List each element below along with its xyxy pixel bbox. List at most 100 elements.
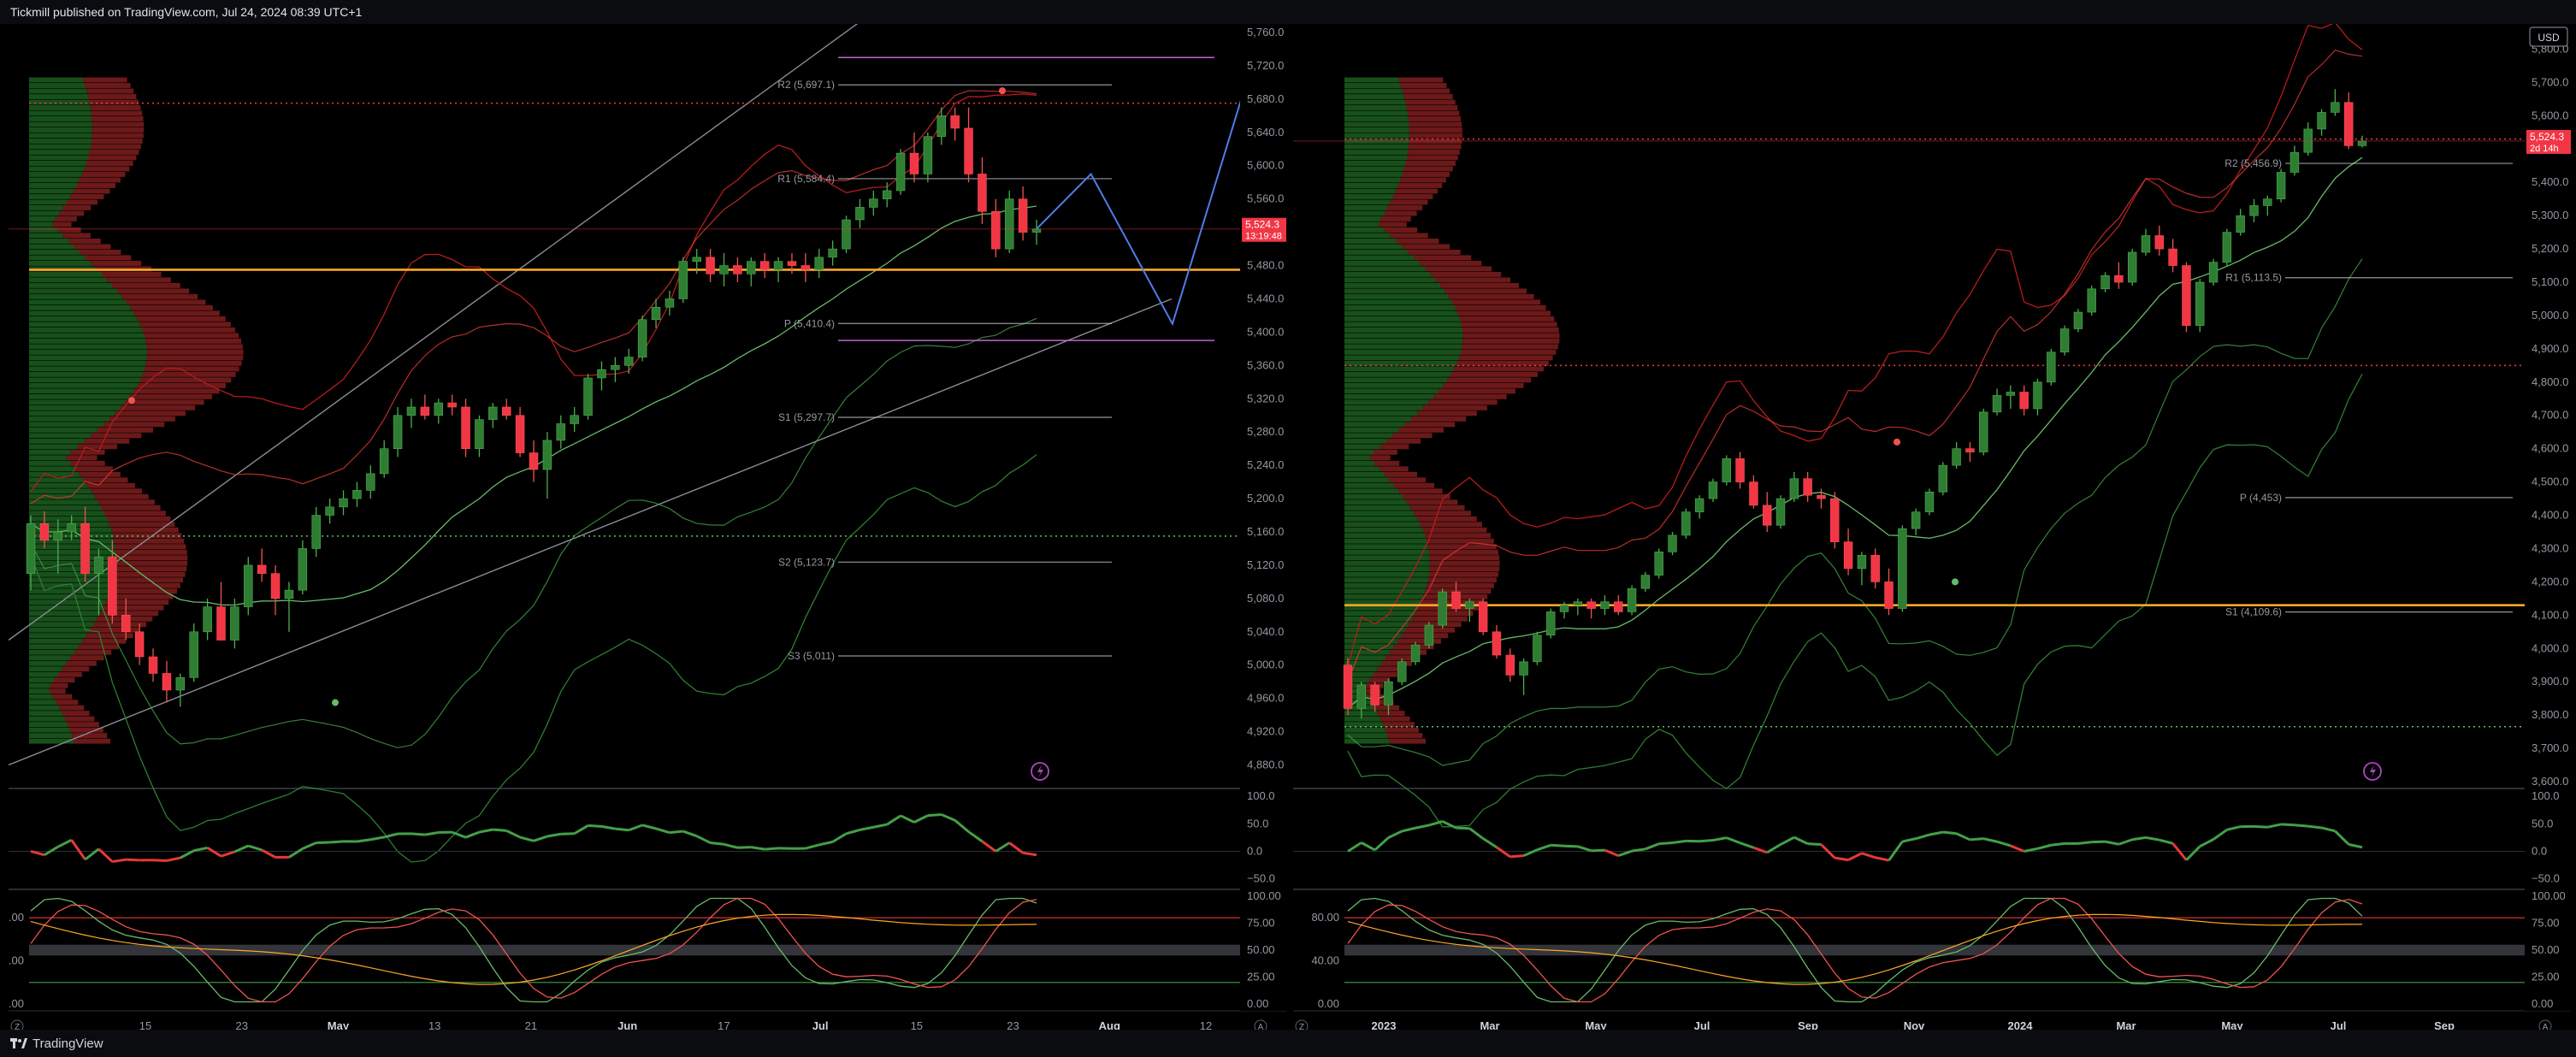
candle-body [339, 498, 348, 508]
left-chart-svg[interactable]: R2 (5,697.1) R1 (5,584.4) P (5,410.4) S1 (5… [0, 15, 1286, 1033]
volume-profile-bar [1344, 427, 1399, 433]
volume-profile-bar [1384, 227, 1418, 233]
volume-profile-bar [87, 482, 135, 488]
volume-profile-bar [1389, 477, 1427, 483]
volume-profile-bar [1414, 255, 1472, 261]
volume-profile-bar [29, 88, 87, 94]
candle-body [570, 415, 579, 424]
momentum-line-segment [669, 830, 683, 835]
price-tick-label: 5,440.0 [1247, 292, 1284, 304]
volume-profile-bar [29, 355, 147, 361]
volume-profile-bar [1344, 627, 1405, 633]
price-tick-label: 4,400.0 [2532, 509, 2568, 522]
tradingview-logo[interactable]: TradingView [10, 1036, 103, 1051]
lightning-icon [2363, 762, 2382, 781]
volume-profile-bar [29, 310, 134, 316]
volume-profile-bar [29, 133, 92, 139]
candle-body [2073, 311, 2083, 329]
right-chart-panel[interactable]: R2 (5,456.9) R1 (5,113.5) P (4,453) S1 (4,1… [1293, 21, 2571, 1033]
volume-profile-bar [106, 516, 171, 522]
momentum-line-segment [737, 846, 752, 849]
volume-profile-bar [54, 677, 75, 683]
volume-profile-bar [1380, 216, 1411, 221]
time-tick-label: May [1585, 1019, 1607, 1030]
momentum-line-segment [70, 839, 86, 860]
time-tick-label: 13 [428, 1019, 440, 1030]
momentum-line-segment [519, 836, 535, 842]
volume-profile-bar [89, 150, 139, 155]
momentum-line-segment [1401, 826, 1416, 833]
volume-profile-bar [1408, 249, 1461, 255]
price-tick-label: 5,100.0 [2532, 275, 2568, 288]
candle-body [1830, 498, 1840, 542]
time-tick-label: Jul [1694, 1019, 1710, 1030]
candle-body [773, 261, 783, 270]
volume-profile-bar [1422, 404, 1487, 410]
volume-profile-bar [1344, 499, 1407, 505]
volume-profile-bar [68, 722, 99, 728]
volume-profile-bar [114, 577, 184, 583]
volume-profile-bar [1461, 349, 1557, 355]
volume-profile-bar [1344, 133, 1409, 139]
rsi-line [1347, 913, 2362, 985]
momentum-line-segment [1604, 848, 1619, 858]
price-tick-label: 5,040.0 [1247, 625, 1284, 638]
volume-profile-bar [1392, 433, 1433, 439]
volume-profile-bar [1403, 94, 1453, 99]
volume-profile-bar [1344, 266, 1426, 272]
right-chart-svg[interactable]: R2 (5,456.9) R1 (5,113.5) P (4,453) S1 (4,1… [1293, 21, 2571, 1033]
volume-profile-bar [1344, 327, 1462, 333]
volume-profile-bar [1417, 516, 1477, 522]
candle-body [692, 257, 701, 262]
price-tick-label: 5,080.0 [1247, 592, 1284, 605]
candle-body [1843, 541, 1853, 570]
volume-profile-bar [139, 322, 231, 328]
momentum-line-segment [2199, 838, 2214, 848]
volume-profile-bar [1344, 393, 1434, 399]
volume-profile-bar [93, 622, 147, 628]
candle-body [2154, 235, 2165, 250]
volume-profile-bar [29, 249, 80, 255]
candle-body [1586, 601, 1596, 609]
volume-profile-bar [115, 571, 186, 577]
candle-body [488, 406, 498, 420]
candle-body [1789, 478, 1799, 499]
candle-body [2019, 392, 2029, 410]
volume-profile-bar [1344, 344, 1462, 350]
price-axis [2525, 24, 2571, 1011]
volume-profile-bar [1344, 155, 1407, 161]
volume-profile-bar [29, 282, 113, 288]
currency-label[interactable]: USD [2538, 32, 2560, 44]
candle-body [501, 406, 511, 416]
candle-body [2317, 112, 2326, 130]
volume-profile-bar [1344, 355, 1459, 361]
volume-profile-bar [29, 333, 145, 339]
volume-profile-bar [1409, 121, 1462, 127]
outer-lower-band [1347, 374, 2363, 828]
volume-profile-bar [1377, 666, 1405, 672]
volume-profile-bar [116, 288, 190, 294]
volume-profile-bar [29, 655, 71, 661]
volume-profile-bar [1410, 505, 1465, 511]
volume-profile-bar [1403, 493, 1450, 499]
left-chart-panel[interactable]: R2 (5,697.1) R1 (5,584.4) P (5,410.4) S1 (5… [0, 15, 1286, 1033]
volume-profile-bar [1459, 316, 1555, 322]
volume-profile-bar [29, 727, 70, 733]
volume-profile-bar [111, 527, 179, 533]
volume-profile-bar [1397, 638, 1441, 644]
volume-profile-bar [1390, 233, 1428, 239]
momentum-line-segment [1672, 839, 1687, 844]
volume-profile-bar [1344, 638, 1398, 644]
volume-profile-bar [1429, 560, 1500, 566]
outer-upper-band [30, 93, 1037, 493]
volume-profile-bar [29, 549, 116, 555]
momentum-line-segment [1740, 841, 1754, 849]
timezone-button-label: Z [1299, 1023, 1304, 1030]
candle-body [895, 152, 906, 192]
candle-body [2331, 102, 2340, 113]
volume-profile-bar [1456, 360, 1549, 366]
volume-profile-bar [1344, 738, 1390, 744]
momentum-line-segment [1752, 846, 1768, 854]
candle-body [352, 490, 362, 499]
volume-profile-bar [70, 655, 104, 661]
